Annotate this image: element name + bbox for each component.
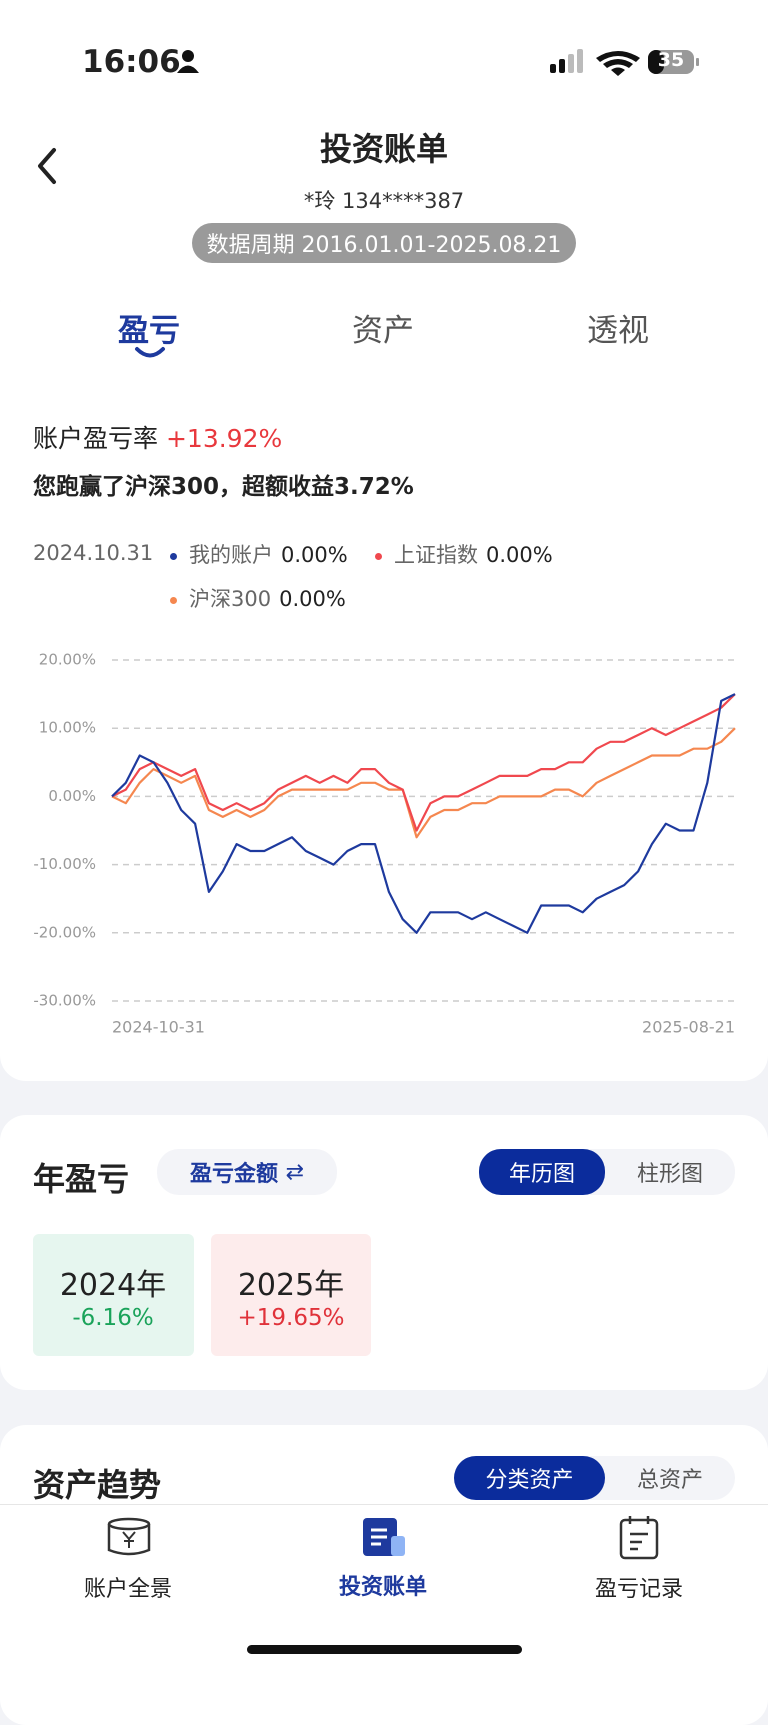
rate-label: 账户盈亏率 +13.92% — [33, 419, 282, 455]
year-box[interactable] — [211, 1234, 371, 1356]
tab[interactable]: 透视 — [587, 313, 649, 349]
series-line — [111, 727, 736, 839]
y-tick-label: -10.00% — [33, 855, 96, 873]
battery-level: 35 — [657, 49, 685, 71]
tab-indicator — [135, 347, 165, 358]
view-active[interactable]: 分类资产 — [454, 1456, 605, 1500]
legend-value: 0.00% — [486, 543, 553, 567]
legend-name: 我的账户 — [189, 543, 273, 567]
legend-date: 2024.10.31 — [33, 541, 154, 565]
nav-icon-active — [363, 1518, 405, 1556]
status-icons — [550, 49, 699, 76]
series-line — [111, 693, 736, 832]
home-indicator — [247, 1645, 522, 1654]
nav-label[interactable]: 账户全景 — [83, 1577, 173, 1602]
x-tick-label: 2024-10-31 — [112, 1018, 205, 1037]
swap-icon: ⇄ — [285, 1159, 305, 1185]
pnl-card — [0, 277, 768, 1081]
chart: -30.00% -20.00% -10.00% 0.00% 10.00% 20.00% 20… — [33, 651, 736, 1037]
view-option[interactable]: 总资产 — [636, 1468, 703, 1493]
legend-name: 沪深300 — [189, 587, 272, 611]
legend-value: 0.00% — [281, 543, 348, 567]
page-title: 投资账单 — [319, 130, 449, 168]
year-label: 2025年 — [237, 1268, 345, 1303]
nav-label-active[interactable]: 投资账单 — [338, 1575, 428, 1600]
mode-toggle[interactable]: 盈亏金额 ⇄ — [157, 1149, 337, 1195]
legend-item: 沪深300 0.00% — [170, 583, 346, 613]
benchmark-note: 您跑赢了沪深300，超额收益3.72% — [33, 474, 414, 500]
section-title: 年盈亏 — [33, 1160, 130, 1198]
legend-name: 上证指数 — [394, 543, 478, 567]
account-id: *玲 134****387 — [303, 189, 465, 213]
period-pill: 数据周期 2016.01.01-2025.08.21 — [192, 223, 576, 263]
year-box[interactable] — [33, 1234, 194, 1356]
view-option[interactable]: 柱形图 — [636, 1162, 703, 1187]
nav-icon — [107, 1517, 151, 1556]
nav-label[interactable]: 盈亏记录 — [594, 1577, 684, 1602]
legend-value: 0.00% — [279, 587, 346, 611]
y-tick-label: 10.00% — [39, 719, 96, 737]
legend-item: 我的账户 0.00% — [170, 539, 348, 569]
legend-dot — [375, 552, 382, 560]
legend-dot — [170, 596, 177, 604]
section-title: 资产趋势 — [33, 1466, 162, 1504]
series-line — [111, 693, 736, 934]
y-tick-label: 0.00% — [48, 787, 96, 805]
y-tick-label: -20.00% — [33, 923, 96, 941]
x-tick-label: 2025-08-21 — [642, 1018, 735, 1037]
nav-icon — [619, 1516, 659, 1560]
tab[interactable]: 资产 — [352, 313, 414, 349]
person-icon — [177, 50, 199, 73]
rate-label-text: 账户盈亏率 — [33, 424, 159, 453]
year-return: +19.65% — [237, 1305, 345, 1331]
mode-label: 盈亏金额 — [189, 1162, 278, 1187]
view-active[interactable]: 年历图 — [479, 1149, 605, 1195]
status-time: 16:06 — [82, 44, 181, 80]
legend-item: 上证指数 0.00% — [375, 539, 553, 569]
rate-value: +13.92% — [165, 424, 283, 453]
tab-active[interactable]: 盈亏 — [118, 313, 180, 349]
y-tick-label: 20.00% — [39, 651, 96, 669]
back-button[interactable] — [32, 146, 60, 186]
year-return: -6.16% — [72, 1305, 154, 1331]
legend-dot — [170, 552, 177, 560]
year-label: 2024年 — [59, 1268, 167, 1303]
y-tick-label: -30.00% — [33, 992, 96, 1010]
